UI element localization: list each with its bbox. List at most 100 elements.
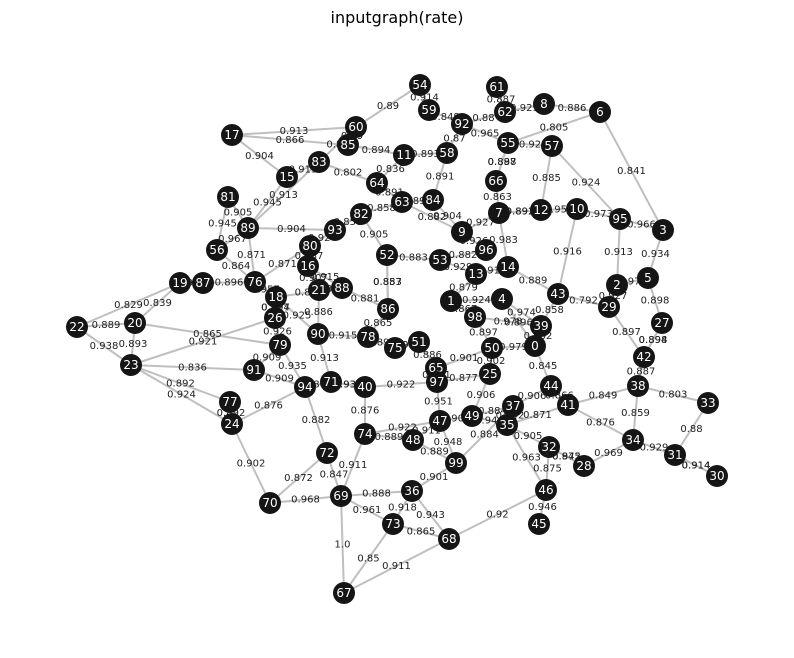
node-3: 3 (652, 219, 674, 241)
node-29: 29 (598, 296, 620, 318)
edge-weight-label: 0.882 (302, 415, 331, 426)
node-label: 20 (127, 316, 142, 330)
node-circle (354, 376, 376, 398)
edge-weight-label: 0.896 (215, 278, 244, 289)
node-17: 17 (221, 124, 243, 146)
edge-20-79 (134, 322, 281, 346)
node-circle (557, 394, 579, 416)
edge-95-2 (616, 218, 621, 286)
edge-41-38 (567, 385, 639, 406)
node-54: 54 (409, 74, 431, 96)
edge-weight-label: 0.904 (433, 211, 462, 222)
edge-weight-label: 0.891 (506, 207, 535, 218)
node-circle (485, 170, 507, 192)
node-label: 17 (224, 128, 239, 142)
node-12: 12 (530, 199, 552, 221)
node-10: 10 (566, 198, 588, 220)
edge-weight-label: 0.929 (640, 443, 669, 454)
edge-weight-label: 0.973 (584, 209, 613, 220)
node-label: 18 (268, 290, 283, 304)
node-75: 75 (384, 337, 406, 359)
node-circle (345, 116, 367, 138)
node-35: 35 (496, 414, 518, 436)
node-40: 40 (354, 376, 376, 398)
node-91: 91 (243, 359, 265, 381)
edge-weight-label: 0.887 (627, 367, 656, 378)
node-label: 99 (448, 456, 463, 470)
node-label: 46 (538, 483, 553, 497)
node-label: 13 (468, 267, 483, 281)
node-38: 38 (627, 375, 649, 397)
edge-67-68 (343, 538, 450, 594)
node-62: 62 (494, 101, 516, 123)
node-98: 98 (464, 306, 486, 328)
node-33: 33 (697, 392, 719, 414)
node-87: 87 (192, 272, 214, 294)
node-label: 42 (636, 350, 651, 364)
node-label: 57 (544, 139, 559, 153)
node-label: 6 (596, 105, 604, 119)
node-label: 45 (531, 517, 546, 531)
node-label: 14 (500, 260, 515, 274)
edge-weight-label: 0.945 (253, 198, 282, 209)
edge-weight-label: 0.977 (618, 277, 647, 288)
node-label: 47 (432, 414, 447, 428)
node-74: 74 (354, 423, 376, 445)
edge-weight-label: 0.933 (334, 380, 363, 391)
node-circle (221, 124, 243, 146)
node-label: 3 (659, 223, 667, 237)
edge-weight-label: 0.912 (393, 340, 422, 351)
edge-weight-label: 0.915 (311, 272, 340, 283)
node-label: 0 (531, 339, 539, 353)
node-circle (497, 132, 519, 154)
node-47: 47 (429, 410, 451, 432)
edge-weight-label: 0.906 (518, 391, 547, 402)
edge-weight-label: 0.916 (553, 247, 582, 258)
node-circle (337, 134, 359, 156)
node-97: 97 (426, 371, 448, 393)
node-circle (382, 513, 404, 535)
node-51: 51 (408, 331, 430, 353)
node-7: 7 (488, 202, 510, 224)
node-circle (264, 307, 286, 329)
node-27: 27 (651, 312, 673, 334)
edge-weight-label: 0.865 (407, 527, 436, 538)
node-circle (530, 315, 552, 337)
node-label: 37 (505, 399, 520, 413)
edge-weight-label: 0.88 (680, 424, 702, 435)
edge-weight-label: 0.924 (462, 295, 491, 306)
node-44: 44 (540, 375, 562, 397)
node-82: 82 (350, 203, 372, 225)
edge-weight-label: 0.927 (599, 291, 628, 302)
node-circle (494, 101, 516, 123)
edge-weight-label: 0.914 (410, 93, 439, 104)
node-circle (651, 312, 673, 334)
node-label: 38 (630, 379, 645, 393)
edge-weight-label: 0.891 (426, 172, 455, 183)
edge-weight-label: 0.914 (682, 461, 711, 472)
node-circle (265, 286, 287, 308)
node-label: 30 (709, 469, 724, 483)
node-label: 55 (500, 136, 515, 150)
node-41: 41 (557, 394, 579, 416)
edge-weight-label: 0.938 (90, 341, 119, 352)
node-93: 93 (324, 219, 346, 241)
edge-weight-label: 0.881 (351, 294, 380, 305)
node-28: 28 (573, 455, 595, 477)
edge-weight-label: 0.895 (367, 338, 396, 349)
node-label: 15 (279, 170, 294, 184)
node-45: 45 (528, 513, 550, 535)
node-label: 59 (421, 103, 436, 117)
edge-weight-label: 1.0 (335, 540, 351, 551)
edge-weight-label: 0.872 (284, 473, 313, 484)
node-68: 68 (438, 528, 460, 550)
node-88: 88 (331, 277, 353, 299)
node-circle (243, 359, 265, 381)
node-label: 23 (123, 358, 138, 372)
node-2: 2 (606, 274, 628, 296)
node-58: 58 (436, 142, 458, 164)
node-4: 4 (491, 288, 513, 310)
edge-weight-label: 0.902 (477, 356, 506, 367)
node-circle (259, 492, 281, 514)
